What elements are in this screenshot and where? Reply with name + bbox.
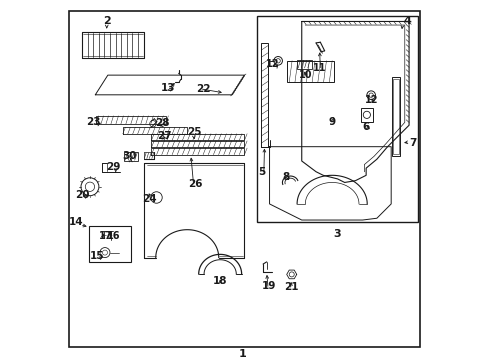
Text: 27: 27 <box>156 131 171 141</box>
Text: 6: 6 <box>362 122 369 132</box>
Text: 23: 23 <box>86 117 101 127</box>
Text: 24: 24 <box>142 194 156 203</box>
Text: 9: 9 <box>328 117 335 127</box>
Text: 12: 12 <box>266 59 279 69</box>
Text: 13: 13 <box>161 83 175 93</box>
Text: 4: 4 <box>403 17 410 27</box>
Text: 14: 14 <box>69 217 83 227</box>
Text: 21: 21 <box>284 282 298 292</box>
Text: 2: 2 <box>102 17 110 27</box>
Text: 28: 28 <box>155 118 169 128</box>
Text: 25: 25 <box>187 127 201 137</box>
Text: 1: 1 <box>238 349 246 359</box>
Bar <box>287 61 333 82</box>
Bar <box>361 108 372 122</box>
Bar <box>89 226 131 262</box>
Bar <box>257 16 417 222</box>
Text: 22: 22 <box>196 84 210 94</box>
Bar <box>124 152 138 161</box>
Text: 3: 3 <box>333 229 341 239</box>
Text: 5: 5 <box>257 167 264 177</box>
Text: 10: 10 <box>298 70 312 80</box>
Bar <box>260 43 268 147</box>
Text: 20: 20 <box>75 190 90 200</box>
Text: 7: 7 <box>408 138 415 148</box>
Text: 17: 17 <box>99 231 113 241</box>
Text: 29: 29 <box>106 162 120 172</box>
Text: 18: 18 <box>212 276 227 286</box>
Text: 12: 12 <box>364 95 378 105</box>
Text: 16: 16 <box>107 231 121 241</box>
Text: 11: 11 <box>312 63 325 73</box>
Text: 8: 8 <box>282 172 289 182</box>
Text: 30: 30 <box>122 151 137 161</box>
Text: 26: 26 <box>187 179 202 189</box>
Text: 19: 19 <box>261 281 275 291</box>
Bar <box>297 60 311 69</box>
Text: 15: 15 <box>90 251 104 261</box>
Bar <box>391 77 400 156</box>
Bar <box>392 79 398 154</box>
